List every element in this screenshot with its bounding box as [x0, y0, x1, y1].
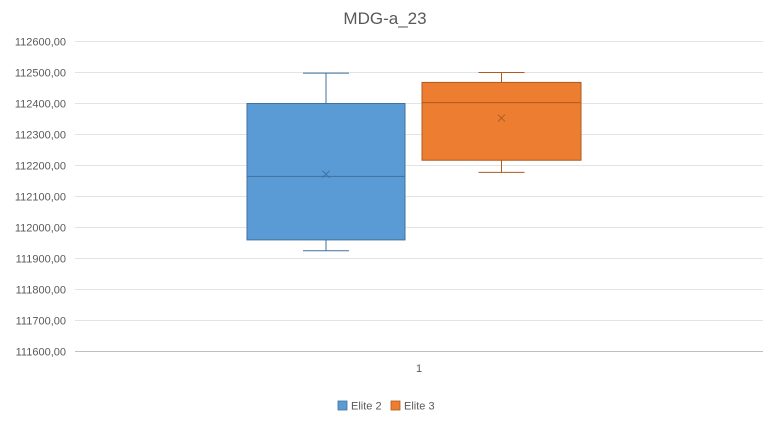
box-elite-3: [421, 72, 582, 173]
legend-label: Elite 2: [351, 401, 382, 413]
y-tick-label: 112100,00: [15, 192, 66, 204]
y-tick-label: 111900,00: [16, 254, 66, 266]
y-tick-label: 111600,00: [16, 347, 66, 359]
y-tick-label: 112000,00: [15, 223, 66, 235]
legend-item: Elite 3: [390, 400, 435, 413]
iqr-box: [421, 81, 582, 161]
y-tick-label: 112200,00: [15, 161, 66, 173]
mean-marker: [497, 114, 506, 122]
mean-marker: [322, 170, 330, 179]
y-tick-label: 112400,00: [15, 99, 66, 111]
y-tick-label: 111700,00: [16, 316, 66, 328]
y-tick-label: 112500,00: [15, 68, 66, 80]
x-tick-label: 1: [416, 363, 422, 375]
legend-swatch: [390, 400, 401, 411]
y-tick-label: 111800,00: [16, 285, 66, 297]
x-axis: 1: [75, 351, 763, 375]
legend-swatch: [337, 400, 348, 411]
legend-item: Elite 2: [337, 400, 382, 413]
y-tick-label: 112300,00: [15, 130, 66, 142]
legend-label: Elite 3: [404, 401, 435, 413]
iqr-box: [246, 103, 406, 241]
y-axis: 112600,00 112500,00 112400,00 112300,00 1122…: [15, 37, 66, 359]
gridlines: [75, 41, 763, 321]
plot-area: [246, 72, 582, 252]
mean-marker-stroke: [497, 114, 506, 122]
y-tick-label: 112600,00: [15, 37, 66, 49]
box-elite-2: [246, 72, 406, 252]
chart-title: MDG-a_23: [343, 9, 426, 28]
mean-marker-stroke: [322, 170, 330, 179]
legend: Elite 2 Elite 3: [337, 400, 435, 413]
